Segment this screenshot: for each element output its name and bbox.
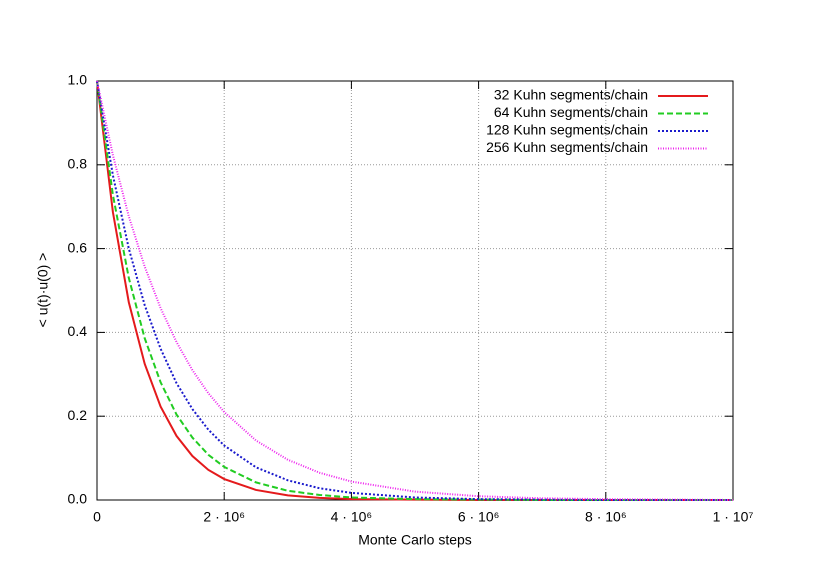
series-line <box>96 80 734 501</box>
y-tick-label: 1.0 <box>68 72 88 88</box>
x-tick-label: 8 · 10⁶ <box>585 509 627 525</box>
y-tick-label: 0.4 <box>68 323 88 339</box>
x-tick-label: 2 · 10⁶ <box>203 509 245 525</box>
x-tick-label: 4 · 10⁶ <box>331 509 373 525</box>
legend-label: 64 Kuhn segments/chain <box>494 104 648 120</box>
y-tick-label: 0.6 <box>68 239 88 255</box>
y-tick-label: 0.2 <box>68 407 88 423</box>
series-line <box>96 80 733 501</box>
x-tick-label: 6 · 10⁶ <box>458 509 500 525</box>
y-tick-label: 0.8 <box>68 156 88 172</box>
x-tick-label: 0 <box>93 509 101 525</box>
legend-label: 256 Kuhn segments/chain <box>486 139 648 155</box>
y-axis-label: < u(t)·u(0) > <box>35 253 51 328</box>
y-tick-label: 0.0 <box>68 491 88 507</box>
x-axis-label: Monte Carlo steps <box>358 532 472 548</box>
legend-label: 128 Kuhn segments/chain <box>486 122 648 138</box>
x-tick-label: 1 · 10⁷ <box>713 509 754 525</box>
legend-label: 32 Kuhn segments/chain <box>494 87 648 103</box>
